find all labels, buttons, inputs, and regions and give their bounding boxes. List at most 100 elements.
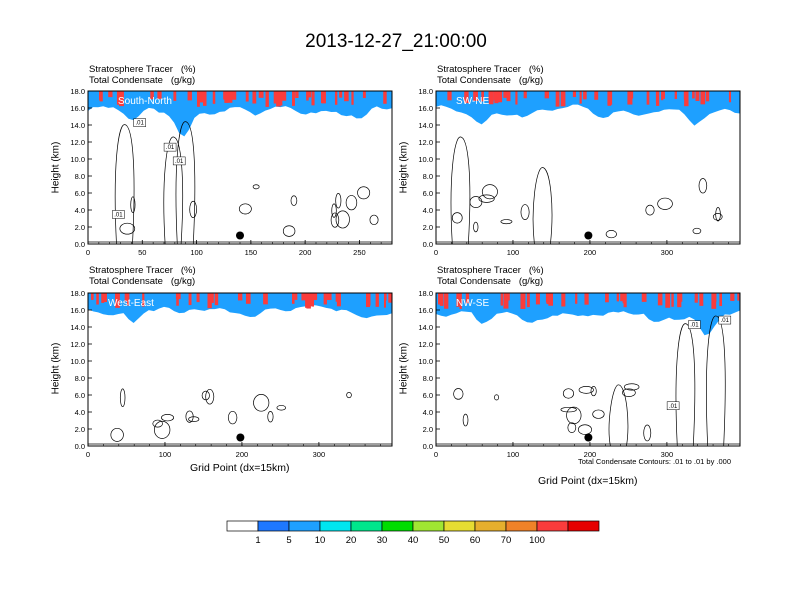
condensate-contour — [715, 207, 721, 222]
tracer-streak — [281, 91, 287, 101]
x-tick-label: 200 — [584, 450, 597, 459]
tracer-streak — [658, 293, 663, 305]
tracer-streak — [311, 91, 315, 106]
tracer-streak — [245, 293, 251, 304]
condensate-contour — [357, 186, 371, 200]
tracer-band-2 — [88, 293, 392, 323]
colorbar-label: 40 — [407, 535, 419, 546]
tracer-streak — [503, 91, 508, 98]
tracer-streak — [207, 293, 212, 309]
tracer-streak — [719, 293, 723, 307]
tracer-streak — [575, 293, 578, 304]
y-tick-label: 6.0 — [423, 189, 433, 198]
tracer-streak — [711, 293, 717, 309]
tracer-streak — [335, 293, 340, 302]
tracer-streak — [705, 91, 710, 102]
tracer-streak — [305, 293, 308, 308]
condensate-contour — [152, 419, 163, 428]
tracer-streak — [526, 293, 530, 308]
tracer-streak — [142, 293, 145, 307]
tracer-streak — [196, 293, 200, 303]
tracer-streak — [351, 91, 354, 105]
y-tick-label: 10.0 — [70, 357, 85, 366]
tracer-streak — [579, 91, 582, 104]
condensate-contours — [436, 315, 740, 446]
x-tick-label: 200 — [299, 248, 312, 257]
condensate-contours — [88, 121, 392, 244]
y-tick-label: 2.0 — [423, 223, 433, 232]
condensate-contour — [473, 221, 479, 233]
condensate-contour — [592, 409, 605, 419]
condensate-contour — [567, 422, 577, 433]
condensate-contour — [119, 388, 126, 407]
tracer-streak — [375, 293, 379, 307]
location-marker — [584, 433, 593, 442]
condensate-plume — [175, 121, 196, 244]
x-tick-label: 0 — [434, 248, 438, 257]
tracer-band-2 — [436, 91, 740, 126]
tracer-streak — [232, 91, 237, 100]
tracer-field — [88, 293, 392, 445]
y-tick-label: 12.0 — [418, 340, 433, 349]
tracer-streak — [188, 293, 192, 306]
tracer-streak — [694, 293, 698, 303]
tracer-streak — [365, 293, 371, 308]
condensate-contours — [88, 388, 392, 445]
condensate-contour — [130, 196, 136, 213]
y-tick-label: 18.0 — [418, 289, 433, 298]
x-tick-label: 300 — [313, 450, 326, 459]
tracer-streak — [481, 91, 484, 102]
tracer-streak — [555, 91, 560, 107]
tracer-streak — [196, 91, 200, 107]
tracer-streak — [605, 293, 609, 303]
tracer-streak — [661, 91, 665, 99]
chart-panel-nw-se: NW-SE .01 .01 .01 0.0 2.0 4.0 6.0 8.0 10.0 12.0 14.… — [418, 289, 741, 459]
tracer-streak — [224, 91, 229, 103]
panel-header-tracer: Stratosphere Tracer (%) — [437, 265, 544, 276]
x-axis-label: Grid Point (dx=15km) — [190, 462, 290, 474]
condensate-contour — [643, 424, 652, 442]
contour-label-box — [163, 142, 177, 152]
y-tick-label: 16.0 — [418, 104, 433, 113]
condensate-contour — [153, 420, 171, 439]
tracer-streak — [211, 293, 214, 303]
colorbar-label: 10 — [314, 535, 326, 546]
plot-frame — [87, 292, 393, 447]
chart-panel-south-north: South-North .01 .01 .01 .01 0.0 2.0 4.0 6.0 8.0 10… — [70, 87, 393, 257]
condensate-plume — [450, 136, 471, 244]
tracer-streak — [245, 91, 249, 102]
colorbar-label: 20 — [345, 535, 357, 546]
condensate-contour — [161, 414, 175, 422]
tracer-streak — [252, 91, 257, 104]
condensate-plume — [114, 124, 135, 244]
condensate-contour — [500, 219, 513, 225]
condensate-contour — [335, 193, 342, 209]
condensate-contour — [282, 225, 296, 237]
x-axis-label: Grid Point (dx=15km) — [538, 475, 638, 487]
tracer-field — [88, 91, 392, 244]
tracer-streak — [237, 293, 243, 301]
panel-header-condensate: Total Condensate (g/kg) — [89, 276, 196, 287]
y-tick-label: 10.0 — [418, 357, 433, 366]
tracer-streak — [692, 91, 695, 99]
tracer-streak — [307, 91, 310, 98]
tracer-streak — [523, 91, 527, 99]
y-tick-label: 8.0 — [423, 172, 433, 181]
condensate-contour — [238, 203, 252, 215]
condensate-contour — [188, 416, 200, 422]
contour-label-box — [718, 315, 732, 325]
colorbar-label: 50 — [438, 535, 450, 546]
y-tick-label: 18.0 — [70, 289, 85, 298]
colorbar-swatch — [412, 520, 445, 532]
tracer-streak — [572, 91, 577, 98]
tracer-streak — [674, 91, 677, 100]
condensate-contour — [227, 410, 238, 425]
y-tick-label: 0.0 — [75, 442, 85, 451]
condensate-contour — [481, 184, 498, 200]
condensate-contour — [205, 388, 215, 405]
y-tick-label: 0.0 — [423, 442, 433, 451]
tracer-streak — [465, 293, 470, 304]
condensate-contour — [331, 203, 337, 218]
tracer-streak — [187, 91, 192, 101]
colorbar-label: 30 — [376, 535, 388, 546]
